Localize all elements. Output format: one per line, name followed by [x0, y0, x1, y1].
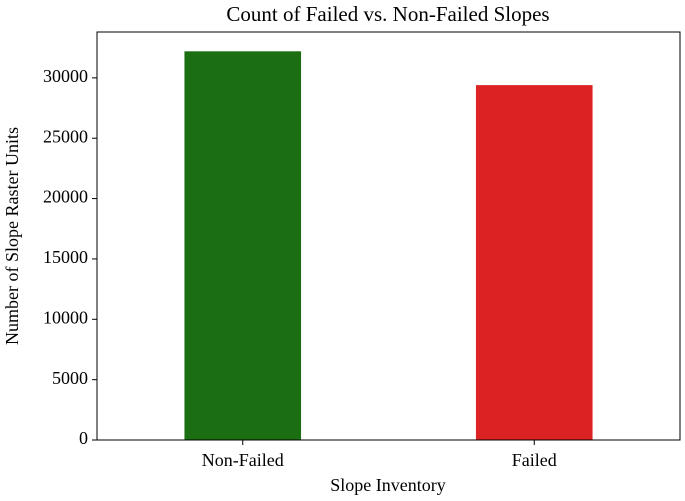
- x-tick-label: Failed: [512, 450, 557, 470]
- x-tick-label: Non-Failed: [202, 450, 284, 470]
- y-tick-label: 10000: [43, 307, 88, 327]
- y-tick-label: 25000: [43, 126, 88, 146]
- y-tick-label: 20000: [43, 187, 88, 207]
- y-tick-label: 30000: [43, 66, 88, 86]
- x-axis-label: Slope Inventory: [330, 475, 445, 495]
- y-tick-label: 5000: [52, 368, 88, 388]
- bar: [184, 51, 302, 441]
- bar: [475, 85, 593, 440]
- plot-frame: [96, 31, 681, 441]
- y-tick-label: 0: [79, 428, 88, 448]
- y-tick-label: 15000: [43, 247, 88, 267]
- y-axis-label: Number of Slope Raster Units: [2, 127, 22, 345]
- chart-title: Count of Failed vs. Non-Failed Slopes: [226, 2, 549, 26]
